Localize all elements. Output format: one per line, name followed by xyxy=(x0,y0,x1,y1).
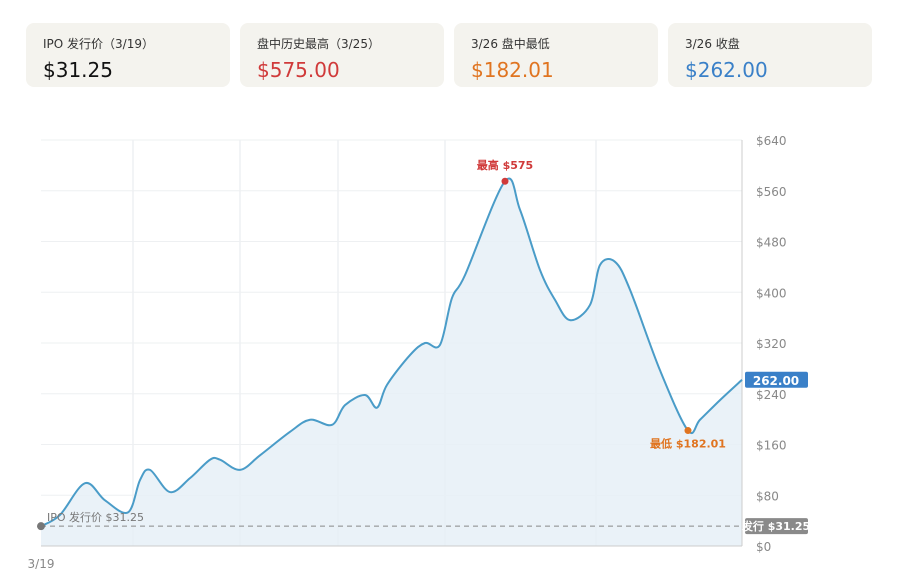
ipo-label: IPO 发行价 $31.25 xyxy=(47,510,144,524)
y-tick-label: $0 xyxy=(756,540,771,554)
y-tick-label: $480 xyxy=(756,236,787,250)
card-label: 3/26 盘中最低 xyxy=(471,37,550,51)
x-tick-label: 3/19 xyxy=(28,557,55,569)
ipo-price-tag: 发行 $31.25 xyxy=(741,519,810,533)
card-value: $31.25 xyxy=(43,58,113,82)
card-high: 盘中历史最高（3/25） $575.00 xyxy=(240,23,444,87)
card-low: 3/26 盘中最低 $182.01 xyxy=(454,23,658,87)
ipo-marker xyxy=(37,522,45,531)
price-line xyxy=(40,177,743,528)
y-tick-label: $80 xyxy=(756,489,779,503)
high-marker xyxy=(501,177,509,185)
last-price-tag-bg xyxy=(745,371,808,388)
y-tick-label: $560 xyxy=(756,185,787,199)
card-label: 盘中历史最高（3/25） xyxy=(257,37,380,51)
card-value: $182.01 xyxy=(471,58,554,82)
card-value: $575.00 xyxy=(257,58,340,82)
last-price-tag: 262.00 xyxy=(753,374,799,388)
ipo-price-tag-bg xyxy=(745,518,808,535)
y-tick-label: $640 xyxy=(756,134,787,148)
card-ipo-price: IPO 发行价（3/19） $31.25 xyxy=(26,23,230,87)
low-label: 最低 $182.01 xyxy=(650,437,726,451)
y-tick-label: $240 xyxy=(756,388,787,402)
card-close: 3/26 收盘 $262.00 xyxy=(668,23,872,87)
y-tick-label: $160 xyxy=(756,439,787,453)
card-value: $262.00 xyxy=(685,58,768,82)
y-tick-label: $320 xyxy=(756,337,787,351)
card-label: 3/26 收盘 xyxy=(685,37,740,51)
low-marker xyxy=(684,427,692,435)
y-tick-label: $400 xyxy=(756,286,787,300)
area-fill xyxy=(41,178,742,547)
high-label: 最高 $575 xyxy=(477,158,533,172)
card-label: IPO 发行价（3/19） xyxy=(43,37,154,51)
summary-cards: IPO 发行价（3/19） $31.25 盘中历史最高（3/25） $575.00 … xyxy=(26,23,872,87)
